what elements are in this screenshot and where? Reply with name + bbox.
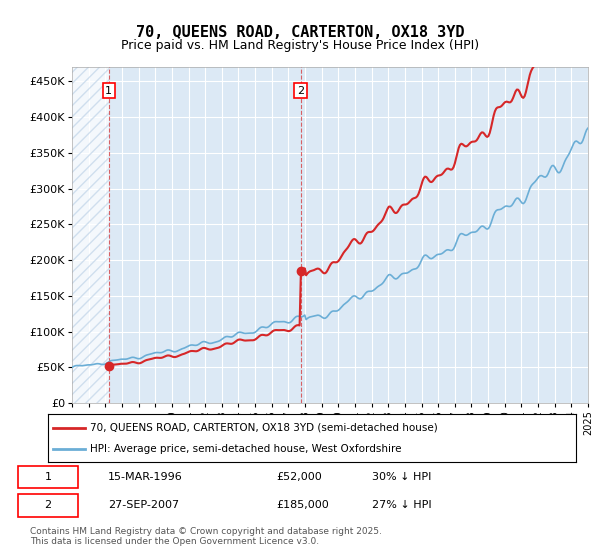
Text: HPI: Average price, semi-detached house, West Oxfordshire: HPI: Average price, semi-detached house,… xyxy=(90,444,402,454)
Text: 30% ↓ HPI: 30% ↓ HPI xyxy=(372,472,431,482)
Text: Price paid vs. HM Land Registry's House Price Index (HPI): Price paid vs. HM Land Registry's House … xyxy=(121,39,479,52)
Text: £52,000: £52,000 xyxy=(276,472,322,482)
FancyBboxPatch shape xyxy=(18,494,78,517)
Text: 27% ↓ HPI: 27% ↓ HPI xyxy=(372,501,431,510)
Text: 2: 2 xyxy=(44,501,52,510)
Text: 2: 2 xyxy=(297,86,304,96)
Text: 15-MAR-1996: 15-MAR-1996 xyxy=(108,472,183,482)
Text: 1: 1 xyxy=(105,86,112,96)
Text: 27-SEP-2007: 27-SEP-2007 xyxy=(108,501,179,510)
Text: 70, QUEENS ROAD, CARTERTON, OX18 3YD (semi-detached house): 70, QUEENS ROAD, CARTERTON, OX18 3YD (se… xyxy=(90,423,438,433)
Text: £185,000: £185,000 xyxy=(276,501,329,510)
Text: 1: 1 xyxy=(44,472,52,482)
Text: 70, QUEENS ROAD, CARTERTON, OX18 3YD: 70, QUEENS ROAD, CARTERTON, OX18 3YD xyxy=(136,25,464,40)
Text: Contains HM Land Registry data © Crown copyright and database right 2025.
This d: Contains HM Land Registry data © Crown c… xyxy=(30,526,382,546)
FancyBboxPatch shape xyxy=(18,466,78,488)
Bar xyxy=(72,67,109,403)
